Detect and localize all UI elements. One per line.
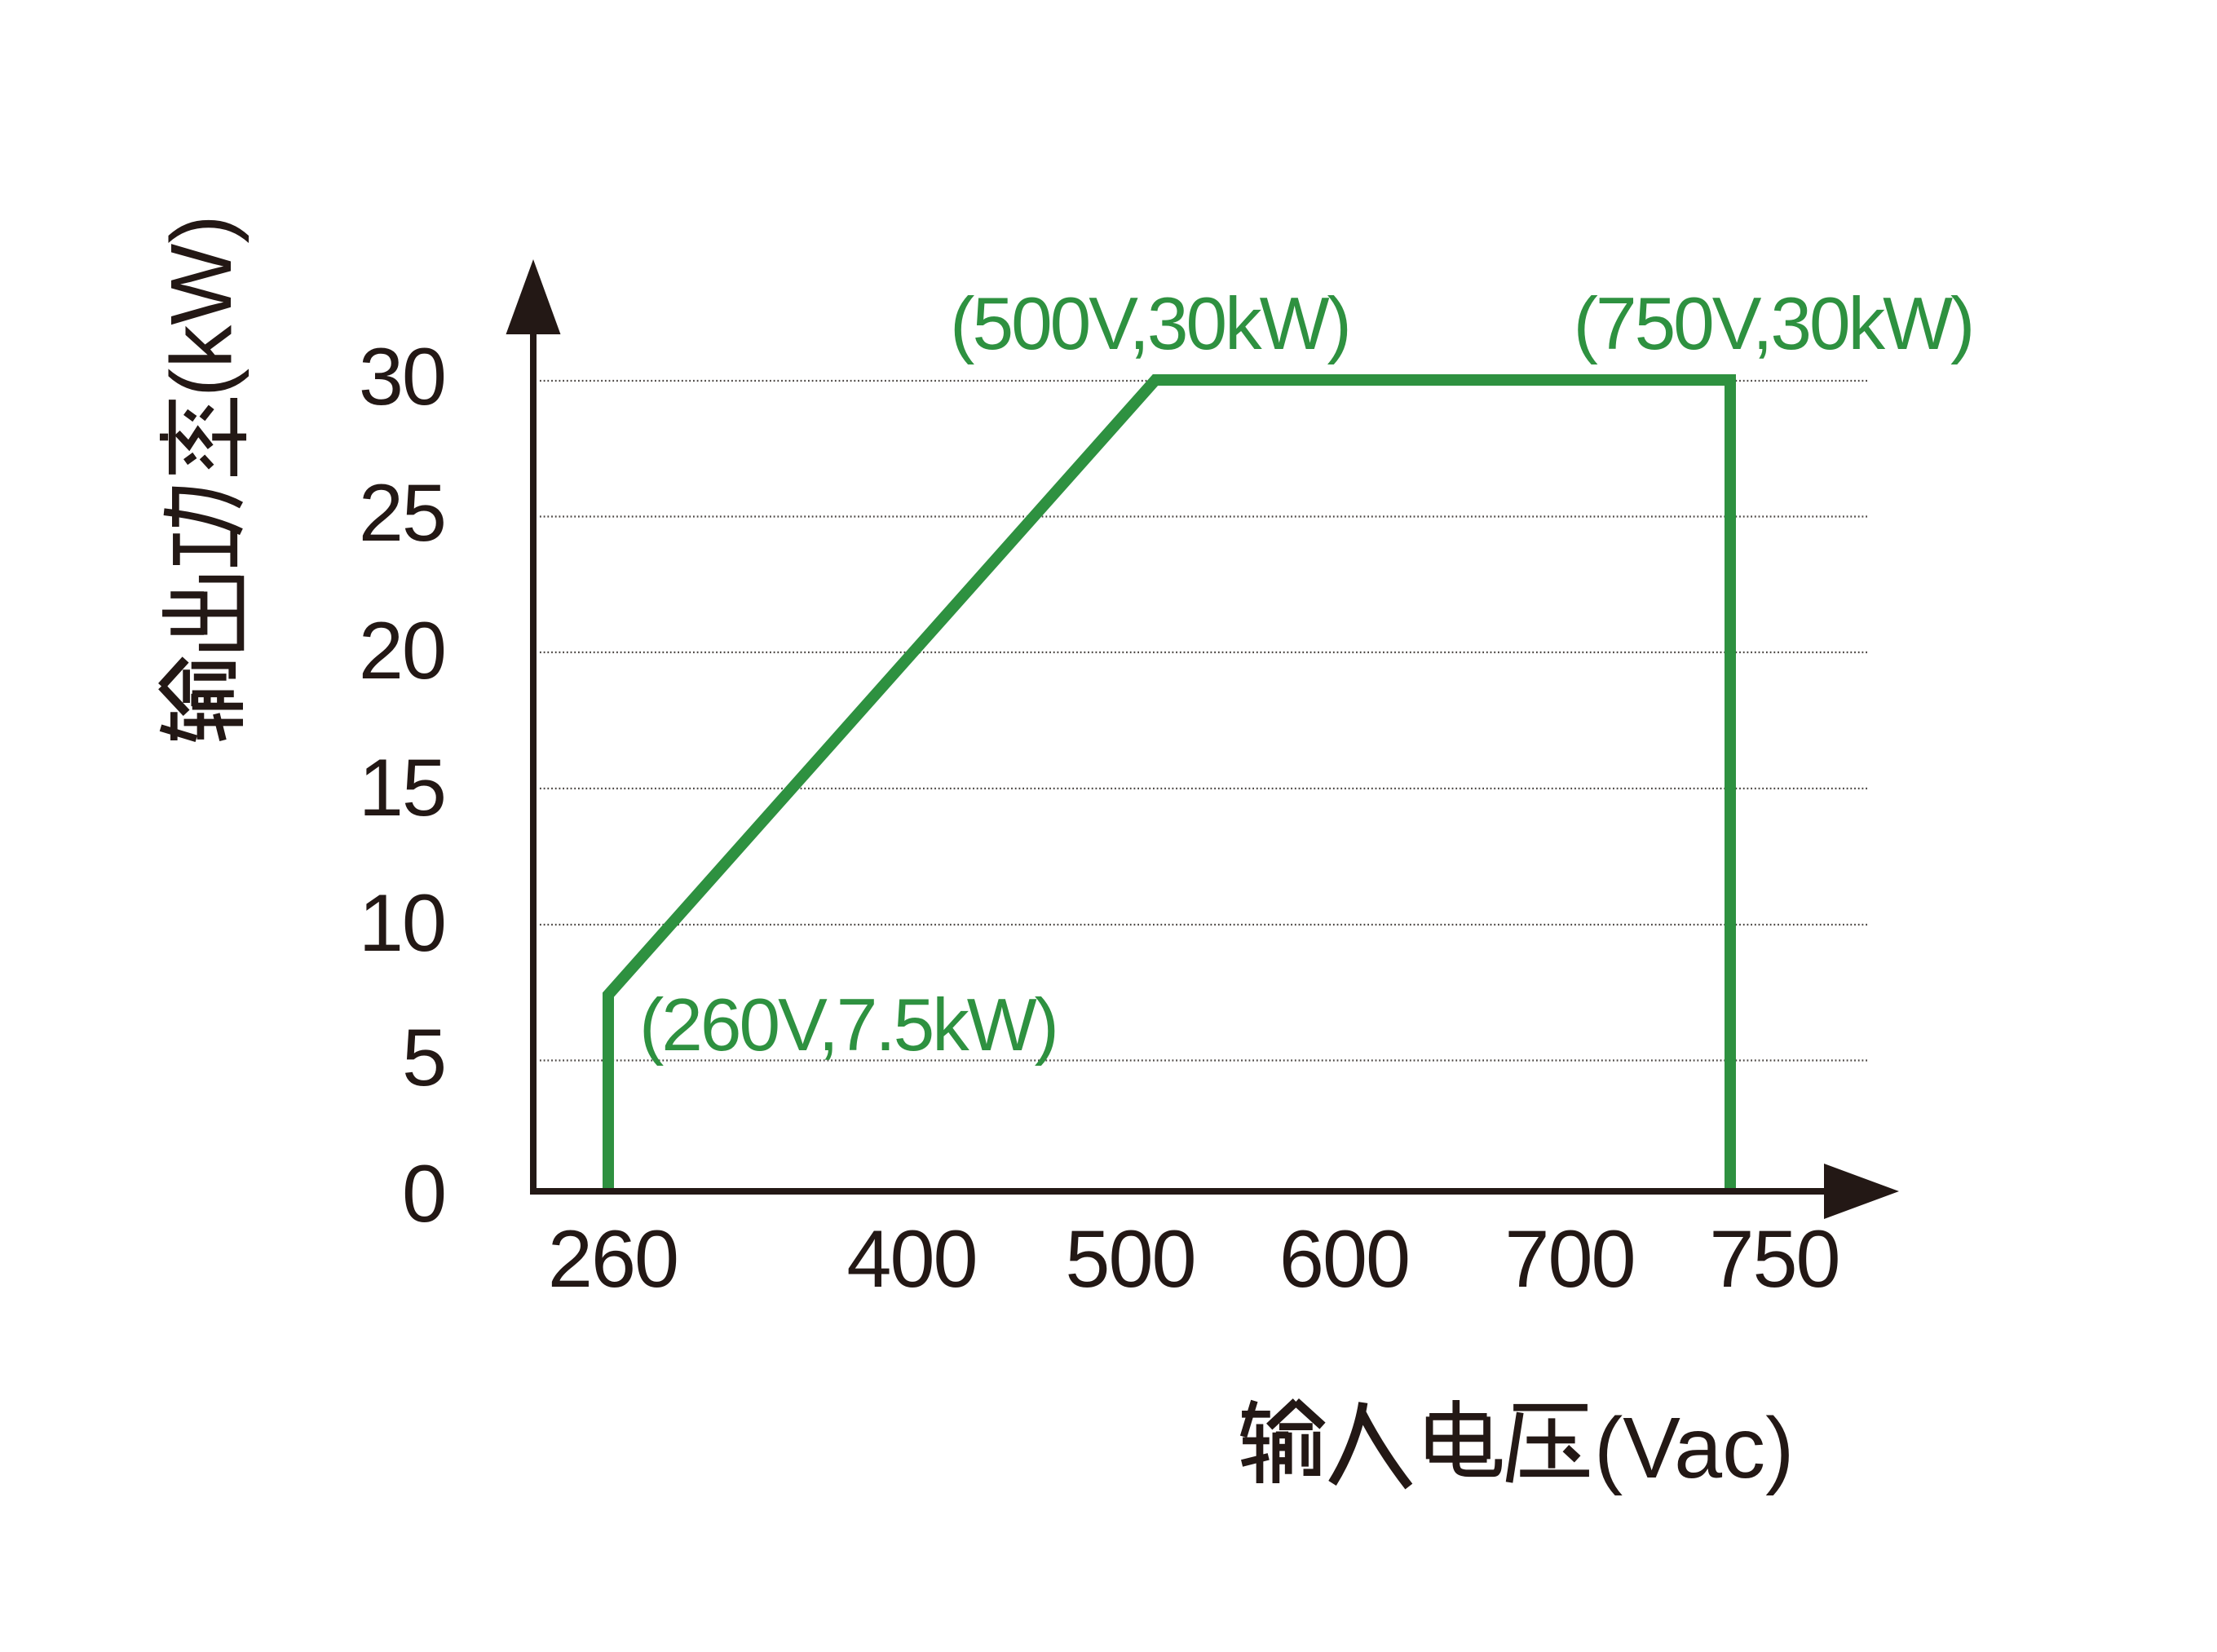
svg-text:(500V,30kW): (500V,30kW) xyxy=(950,283,1349,365)
svg-text:400: 400 xyxy=(846,1213,976,1304)
svg-text:260: 260 xyxy=(548,1213,678,1304)
svg-text:(260V,7.5kW): (260V,7.5kW) xyxy=(639,984,1057,1067)
svg-text:15: 15 xyxy=(359,742,445,833)
svg-text:10: 10 xyxy=(359,877,445,968)
svg-text:(Vac): (Vac) xyxy=(1594,1400,1794,1496)
svg-text:25: 25 xyxy=(359,467,445,558)
svg-text:700: 700 xyxy=(1504,1213,1634,1304)
svg-text:20: 20 xyxy=(359,605,445,696)
svg-text:750: 750 xyxy=(1709,1213,1839,1304)
svg-text:(kW): (kW) xyxy=(153,214,250,397)
svg-text:5: 5 xyxy=(402,1012,445,1102)
svg-text:(750V,30kW): (750V,30kW) xyxy=(1574,283,1973,365)
svg-text:500: 500 xyxy=(1065,1213,1195,1304)
svg-text:600: 600 xyxy=(1279,1213,1409,1304)
svg-text:30: 30 xyxy=(359,331,445,422)
svg-text:0: 0 xyxy=(402,1148,445,1239)
